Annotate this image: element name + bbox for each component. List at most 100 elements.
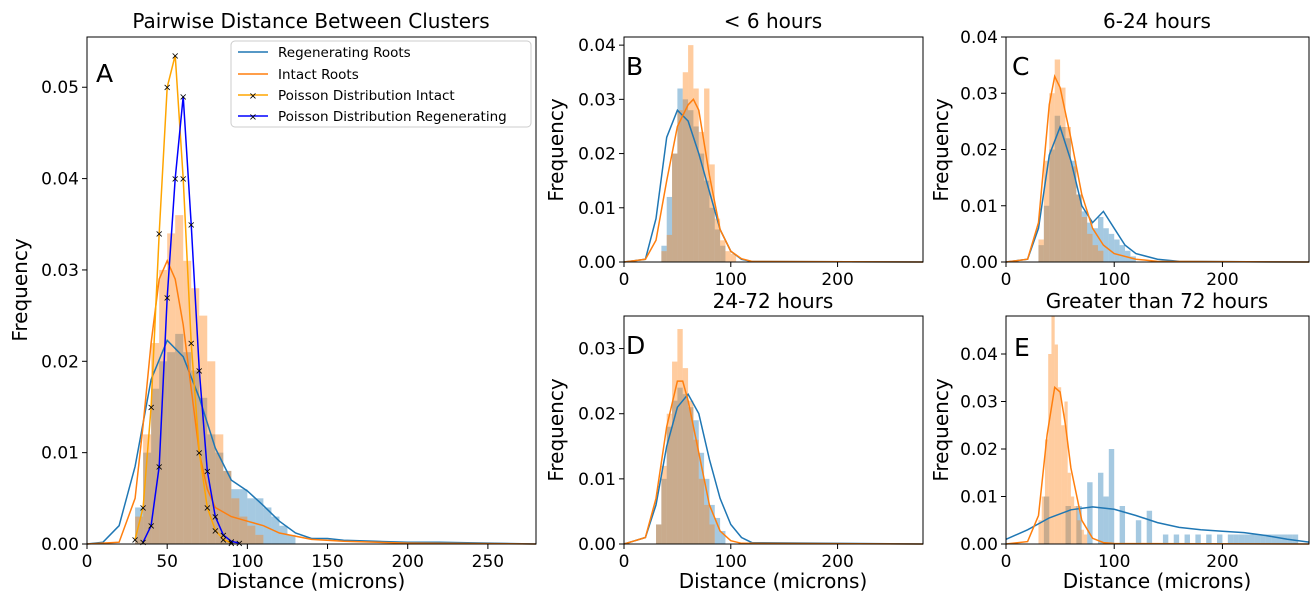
hist-bar-intact-roots — [167, 233, 176, 545]
hist-bar-regenerating-roots — [661, 245, 667, 262]
hist-bar-intact-roots — [725, 251, 731, 262]
hist-bar-regenerating-roots — [709, 504, 715, 544]
hist-bar-intact-roots — [1077, 520, 1081, 544]
x-tick-label: 250 — [472, 552, 504, 572]
y-tick-label: 0.03 — [578, 340, 616, 360]
marker-poisson-distribution-regenerating: × — [219, 530, 227, 541]
panel-e-title: Greater than 72 hours — [1046, 289, 1268, 313]
hist-bar-intact-roots — [1081, 217, 1088, 262]
hist-bar-regenerating-roots — [1054, 115, 1061, 262]
hist-bar-intact-roots — [1061, 425, 1065, 544]
hist-bar-regenerating-roots — [1049, 149, 1055, 262]
hist-bar-regenerating-roots — [682, 99, 689, 262]
hist-bar-regenerating-roots — [1065, 506, 1071, 544]
hist-bar-regenerating-roots — [656, 524, 662, 544]
hist-bar-intact-roots — [1049, 93, 1055, 262]
hist-bar-regenerating-roots — [1114, 239, 1120, 262]
y-tick-label: 0.00 — [960, 253, 998, 273]
hist-bar-regenerating-roots — [704, 180, 710, 262]
hist-bar-regenerating-roots — [666, 426, 673, 544]
hist-bar-regenerating-roots — [714, 517, 721, 544]
hist-bar-intact-roots — [135, 516, 144, 544]
hist-bar-intact-roots — [143, 434, 152, 544]
y-tick-label: 0.03 — [41, 261, 79, 281]
hist-bar-regenerating-roots — [1276, 534, 1282, 544]
hist-bar-regenerating-roots — [1043, 496, 1050, 544]
kde-line-regenerating-roots — [1005, 506, 1310, 543]
hist-bar-regenerating-roots — [1206, 534, 1212, 544]
hist-bar-intact-roots — [1065, 127, 1071, 262]
y-tick-label: 0.03 — [960, 84, 998, 104]
y-tick-label: 0.04 — [578, 36, 616, 56]
hist-bar-regenerating-roots — [247, 498, 256, 544]
hist-bar-intact-roots — [1054, 59, 1061, 262]
hist-bar-regenerating-roots — [1254, 534, 1261, 544]
hist-bar-intact-roots — [709, 524, 715, 544]
y-tick-label: 0.04 — [960, 28, 998, 48]
y-tick-label: 0.02 — [41, 352, 79, 372]
x-tick-label: 100 — [715, 270, 747, 290]
legend-entry-regenerating: Regenerating Roots — [278, 45, 411, 61]
hist-bar-intact-roots — [1043, 160, 1050, 262]
hist-bar-intact-roots — [1064, 401, 1068, 544]
hist-bar-regenerating-roots — [1233, 534, 1239, 544]
legend-box — [230, 40, 532, 128]
hist-bar-regenerating-roots — [698, 153, 705, 262]
kde-line-regenerating-roots — [623, 392, 924, 545]
hist-bar-regenerating-roots — [688, 407, 694, 544]
hist-bar-regenerating-roots — [1195, 534, 1201, 544]
hist-bar-intact-roots — [666, 413, 673, 544]
panel-d-xlabel: Distance (microns) — [679, 569, 868, 593]
hist-bar-regenerating-roots — [143, 452, 152, 544]
panel-d-frame — [623, 315, 924, 545]
hist-bar-regenerating-roots — [672, 153, 678, 262]
legend-marker-poisson-intact: × — [249, 91, 257, 102]
hist-bar-regenerating-roots — [672, 400, 678, 544]
hist-bar-regenerating-roots — [1081, 211, 1088, 262]
hist-bar-regenerating-roots — [709, 207, 715, 262]
y-tick-label: 0.02 — [960, 141, 998, 161]
marker-poisson-distribution-regenerating: × — [227, 537, 235, 548]
panel-e: Greater than 72 hours 0 100 200 0.00 0.01 0.0… — [929, 289, 1310, 593]
hist-bar-intact-roots — [698, 131, 705, 262]
marker-poisson-distribution-regenerating: × — [211, 512, 219, 523]
panel-e-letter: E — [1014, 333, 1030, 362]
legend-entry-poisson-regenerating: Poisson Distribution Regenerating — [278, 109, 507, 125]
y-tick-label: 0.02 — [960, 440, 998, 460]
y-tick-label: 0.00 — [578, 535, 616, 555]
x-tick-label: 0 — [619, 270, 630, 290]
hist-bar-intact-roots — [1083, 534, 1088, 544]
hist-bar-regenerating-roots — [1184, 534, 1190, 544]
panel-d-ylabel: Frequency — [544, 378, 568, 481]
hist-bar-intact-roots — [1041, 496, 1045, 544]
hist-bar-regenerating-roots — [239, 489, 248, 544]
hist-bar-regenerating-roots — [1244, 534, 1250, 544]
hist-bar-regenerating-roots — [677, 387, 683, 544]
panel-d-letter: D — [626, 331, 645, 360]
hist-bar-intact-roots — [207, 361, 216, 544]
hist-bar-intact-roots — [661, 251, 667, 262]
hist-bar-regenerating-roots — [688, 110, 694, 262]
hist-bar-regenerating-roots — [175, 333, 184, 544]
kde-line-regenerating-roots — [1005, 124, 1310, 263]
panel-b-ylabel: Frequency — [544, 98, 568, 201]
legend-marker-poisson-regenerating: × — [249, 112, 257, 123]
hist-bar-regenerating-roots — [1146, 510, 1153, 544]
hist-bar-regenerating-roots — [271, 516, 280, 544]
hist-bar-regenerating-roots — [183, 352, 192, 544]
hist-bar-regenerating-roots — [661, 478, 667, 544]
hist-bar-regenerating-roots — [1103, 496, 1109, 544]
line-poisson-distribution-intact — [134, 55, 232, 544]
marker-poisson-distribution-intact: × — [187, 339, 195, 350]
hist-bar-intact-roots — [709, 164, 715, 262]
hist-bar-intact-roots — [677, 110, 683, 262]
hist-bar-regenerating-roots — [1227, 534, 1234, 544]
hist-bar-regenerating-roots — [223, 470, 232, 544]
hist-bar-intact-roots — [1044, 439, 1049, 544]
hist-bar-regenerating-roots — [1162, 534, 1169, 544]
x-tick-label: 0 — [1001, 270, 1012, 290]
y-tick-label: 0.04 — [960, 345, 998, 365]
hist-bar-regenerating-roots — [1043, 205, 1050, 262]
x-tick-label: 100 — [1098, 552, 1130, 572]
hist-bar-intact-roots — [175, 215, 184, 544]
